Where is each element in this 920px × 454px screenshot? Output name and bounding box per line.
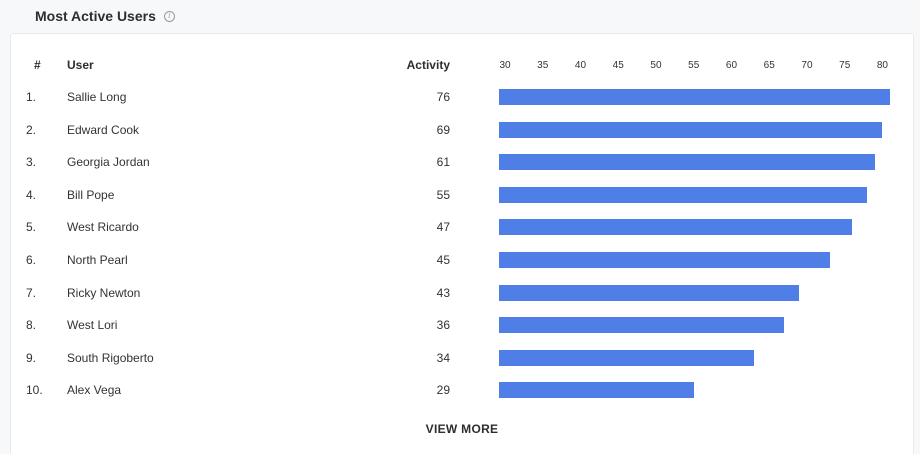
column-header-user: User <box>67 58 94 72</box>
row-activity-value: 36 <box>436 318 450 332</box>
row-activity-value: 45 <box>436 253 450 267</box>
row-rank: 2. <box>26 123 37 137</box>
activity-bar <box>499 317 785 333</box>
activity-bar <box>499 89 890 105</box>
info-icon[interactable]: i <box>163 10 175 22</box>
row-activity-value: 47 <box>436 220 450 234</box>
row-rank: 10. <box>26 383 43 397</box>
column-header-rank: # <box>34 58 41 72</box>
row-user-name: South Rigoberto <box>67 351 154 365</box>
widget-header: Most Active Users i <box>35 8 175 24</box>
row-user-name: Bill Pope <box>67 188 115 202</box>
row-user-name: North Pearl <box>67 253 128 267</box>
activity-bar <box>499 350 755 366</box>
row-user-name: Edward Cook <box>67 123 140 137</box>
x-tick-label: 70 <box>801 60 813 71</box>
row-user-name: Georgia Jordan <box>67 155 150 169</box>
row-activity-value: 55 <box>436 188 450 202</box>
activity-bar <box>499 252 830 268</box>
x-tick-label: 40 <box>574 60 587 71</box>
row-activity-value: 61 <box>436 155 450 169</box>
x-tick-label: 65 <box>763 60 775 71</box>
activity-bar <box>499 382 694 398</box>
row-activity-value: 43 <box>436 286 450 300</box>
row-activity-value: 34 <box>436 351 450 365</box>
activity-bar <box>499 122 883 138</box>
row-rank: 3. <box>26 155 37 169</box>
x-tick-label: 50 <box>650 60 662 71</box>
x-tick-label: 75 <box>839 60 851 71</box>
row-user-name: Sallie Long <box>67 90 127 104</box>
row-activity-value: 69 <box>436 123 450 137</box>
activity-bar <box>499 154 875 170</box>
x-tick-label: 55 <box>688 60 700 71</box>
row-rank: 9. <box>26 351 37 365</box>
x-tick-label: 30 <box>499 60 511 71</box>
view-more-button[interactable]: VIEW MORE <box>425 422 499 436</box>
activity-bar <box>499 187 868 203</box>
row-user-name: West Ricardo <box>67 220 139 234</box>
row-activity-value: 76 <box>436 90 450 104</box>
row-user-name: Alex Vega <box>67 383 122 397</box>
x-tick-label: 45 <box>612 60 624 71</box>
row-rank: 1. <box>26 90 37 104</box>
row-rank: 5. <box>26 220 37 234</box>
row-rank: 4. <box>26 188 37 202</box>
row-user-name: Ricky Newton <box>67 286 141 300</box>
x-tick-label: 80 <box>876 60 888 71</box>
row-rank: 7. <box>26 286 37 300</box>
row-activity-value: 29 <box>436 383 450 397</box>
column-header-activity: Activity <box>406 58 450 72</box>
activity-bar <box>499 285 800 301</box>
row-rank: 6. <box>26 253 37 267</box>
row-rank: 8. <box>26 318 37 332</box>
activity-bar <box>499 219 853 235</box>
x-tick-label: 60 <box>725 60 738 71</box>
x-tick-label: 35 <box>537 60 549 71</box>
page-title: Most Active Users <box>35 8 156 24</box>
row-user-name: West Lori <box>67 318 118 332</box>
